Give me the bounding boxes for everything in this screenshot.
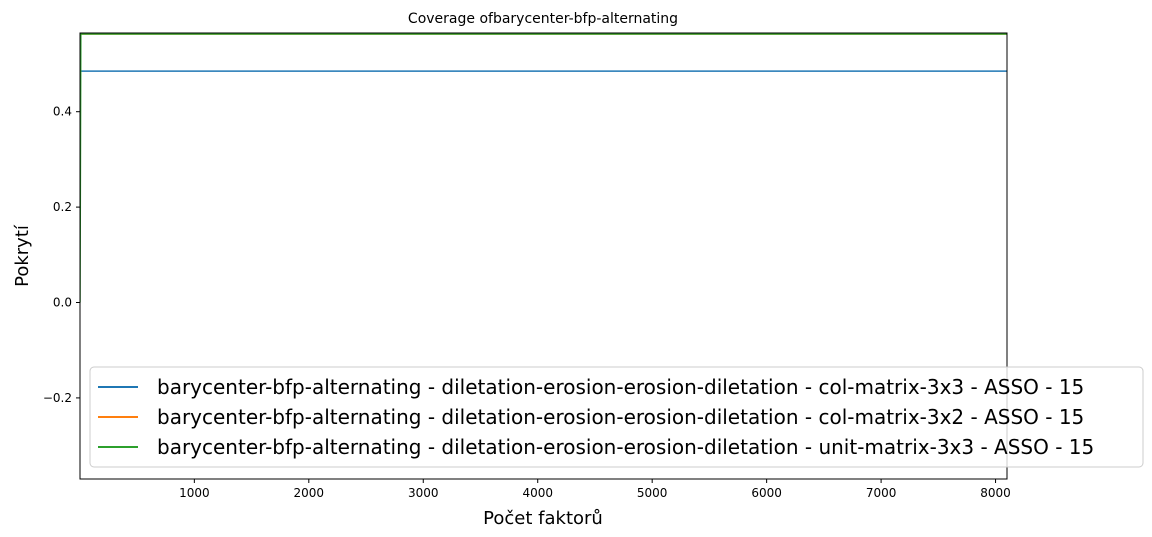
legend-box <box>89 366 1144 468</box>
x-tick-label: 1000 <box>179 486 210 500</box>
plot-area <box>79 32 1008 480</box>
x-tick-label: 4000 <box>522 486 553 500</box>
x-tick-label: 8000 <box>980 486 1011 500</box>
y-tick-label: −0.2 <box>43 391 72 405</box>
legend-label-3: barycenter-bfp-alternating - diletation-… <box>157 435 1094 459</box>
axes-frame <box>79 32 1008 480</box>
chart-title: Coverage ofbarycenter-bfp-alternating <box>408 11 678 27</box>
ticks: 1000 2000 3000 4000 5000 6000 7000 8000 −0.2 0.0 0… <box>43 105 1011 500</box>
x-axis-label: Počet faktorů <box>483 508 603 529</box>
x-tick-label: 6000 <box>751 486 782 500</box>
x-tick-label: 3000 <box>408 486 439 500</box>
y-tick-label: 0.2 <box>53 200 72 214</box>
legend-label-2: barycenter-bfp-alternating - diletation-… <box>157 405 1084 429</box>
y-tick-label: 0.4 <box>53 105 72 119</box>
x-tick-label: 2000 <box>294 486 325 500</box>
x-tick-label: 5000 <box>637 486 668 500</box>
y-tick-label: 0.0 <box>53 296 72 310</box>
x-tick-label: 7000 <box>866 486 897 500</box>
legend-label-1: barycenter-bfp-alternating - diletation-… <box>157 375 1084 399</box>
legend: barycenter-bfp-alternating - diletation-… <box>89 366 1144 468</box>
series-line-3 <box>80 33 1007 303</box>
y-axis-label: Pokrytí <box>12 224 33 287</box>
